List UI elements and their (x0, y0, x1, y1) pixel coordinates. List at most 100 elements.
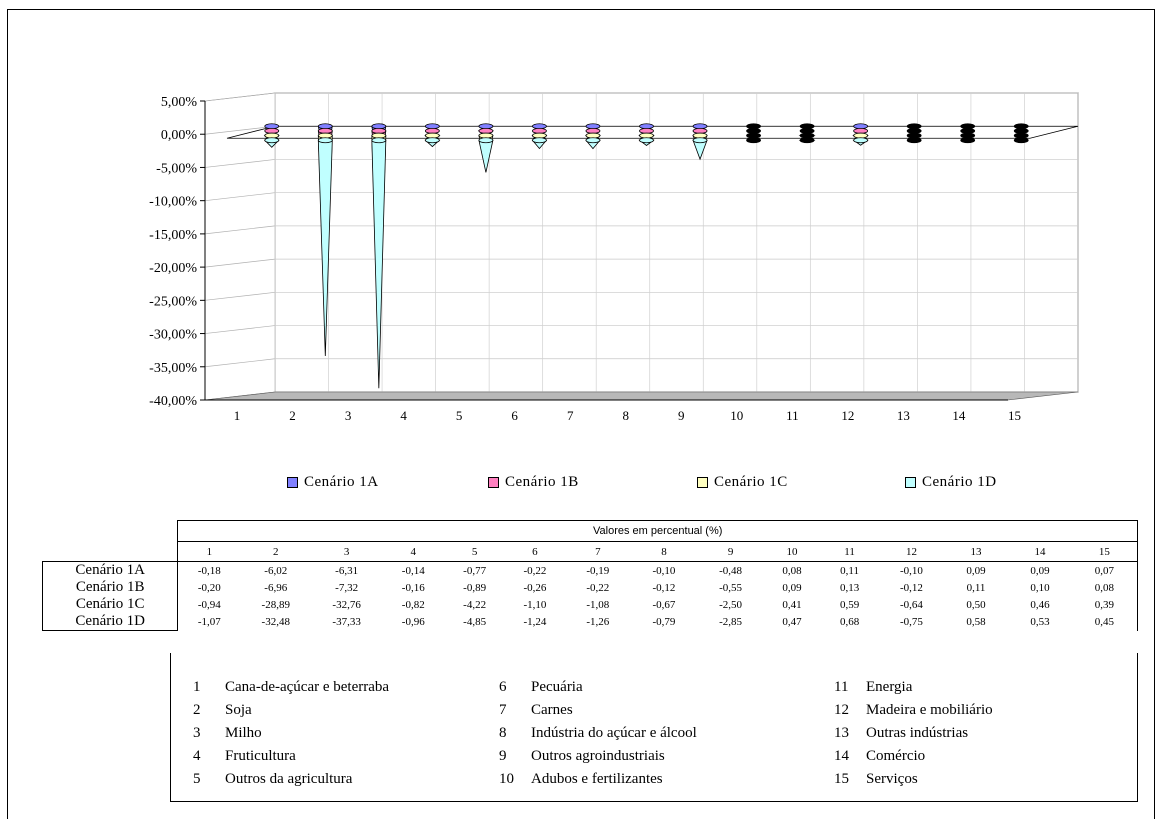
x-tick-label: 4 (400, 408, 407, 423)
table-cell: -0,12 (631, 579, 698, 596)
side-wall (205, 93, 275, 400)
cone-base (1014, 124, 1028, 129)
x-tick-label: 10 (730, 408, 743, 423)
column-header: 9 (697, 542, 764, 562)
sector-name: Madeira e mobiliário (866, 702, 993, 718)
table-cell: -0,16 (382, 579, 444, 596)
table-cell: -0,22 (565, 579, 631, 596)
cone-base (640, 138, 654, 143)
cone-base (586, 128, 600, 133)
cone-base (854, 128, 868, 133)
cone-base (961, 138, 975, 143)
table-cell: -0,67 (631, 596, 698, 613)
table-row: Cenário 1A-0,18-6,02-6,31-0,14-0,77-0,22… (43, 562, 1138, 580)
cone-base (479, 124, 493, 129)
table-cell: 0,50 (944, 596, 1009, 613)
cone-base (532, 138, 546, 143)
cone-base (854, 124, 868, 129)
cone-base (640, 128, 654, 133)
y-tick-label: 5,00% (161, 95, 198, 110)
table-cell: -0,18 (178, 562, 240, 580)
cone-base (1014, 138, 1028, 143)
table-cell: -1,10 (505, 596, 565, 613)
cone-base (318, 138, 332, 143)
sector-name: Soja (225, 702, 252, 718)
table-cell: -4,85 (444, 613, 504, 631)
sector-number: 10 (499, 771, 531, 788)
cone-base (318, 133, 332, 138)
table-cell: -6,31 (311, 562, 382, 580)
cone-base (265, 133, 279, 138)
table-row: Cenário 1C-0,94-28,89-32,76-0,82-4,22-1,… (43, 596, 1138, 613)
sector-number: 4 (193, 748, 225, 765)
table-cell: -0,10 (879, 562, 944, 580)
cone-base (425, 138, 439, 143)
sector-name: Outros agroindustriais (531, 748, 665, 764)
chart-legend: Cenário 1A Cenário 1B Cenário 1C Cenário… (0, 474, 1160, 494)
table-cell: 0,08 (764, 562, 820, 580)
table-cell: -0,64 (879, 596, 944, 613)
table-cell: -0,22 (505, 562, 565, 580)
cone-base (372, 133, 386, 138)
cone-base (425, 128, 439, 133)
sector-number: 15 (834, 771, 866, 788)
column-header: 15 (1072, 542, 1138, 562)
table-cell: -0,94 (178, 596, 240, 613)
sector-name: Energia (866, 679, 912, 695)
cone-base (265, 138, 279, 143)
cone-base (854, 138, 868, 143)
table-cell: -2,85 (697, 613, 764, 631)
table-cell: 0,41 (764, 596, 820, 613)
cone-base (479, 138, 493, 143)
legend-label-1d: Cenário 1D (922, 474, 997, 491)
table-title-row: Valores em percentual (%) (43, 521, 1138, 542)
table-cell: -32,48 (240, 613, 311, 631)
table-cell: -7,32 (311, 579, 382, 596)
legend-label-1c: Cenário 1C (714, 474, 788, 491)
sector-name: Pecuária (531, 679, 583, 695)
table-cell: 0,46 (1008, 596, 1071, 613)
sector-number: 12 (834, 702, 866, 719)
cone-base (479, 128, 493, 133)
x-tick-label: 11 (786, 408, 799, 423)
table-cell: -0,75 (879, 613, 944, 631)
x-tick-label: 7 (567, 408, 574, 423)
legend-label-1b: Cenário 1B (505, 474, 579, 491)
table-cell: -6,02 (240, 562, 311, 580)
sector-number: 7 (499, 702, 531, 719)
table-cell: -0,89 (444, 579, 504, 596)
sector-number: 9 (499, 748, 531, 765)
x-tick-label: 8 (622, 408, 629, 423)
sector-name: Cana-de-açúcar e beterraba (225, 679, 389, 695)
x-tick-label: 9 (678, 408, 685, 423)
table-cell: -0,14 (382, 562, 444, 580)
legend-item-1d: Cenário 1D (905, 474, 997, 491)
table-corner-cell (43, 542, 178, 562)
legend-swatch-1b (488, 477, 499, 488)
y-tick-label: -30,00% (149, 328, 197, 343)
x-tick-label: 13 (897, 408, 910, 423)
table-title: Valores em percentual (%) (178, 521, 1138, 542)
table-cell: 0,45 (1072, 613, 1138, 631)
column-header: 11 (820, 542, 879, 562)
column-header: 12 (879, 542, 944, 562)
table-cell: -4,22 (444, 596, 504, 613)
column-header: 10 (764, 542, 820, 562)
table-cell: 0,59 (820, 596, 879, 613)
table-cell: -0,10 (631, 562, 698, 580)
table-cell: -0,48 (697, 562, 764, 580)
cone-base (586, 133, 600, 138)
cone-base (747, 138, 761, 143)
legend-item-1b: Cenário 1B (488, 474, 579, 491)
table-cell: -37,33 (311, 613, 382, 631)
sector-name: Serviços (866, 771, 918, 787)
x-tick-label: 3 (345, 408, 352, 423)
table-cell: -0,79 (631, 613, 698, 631)
